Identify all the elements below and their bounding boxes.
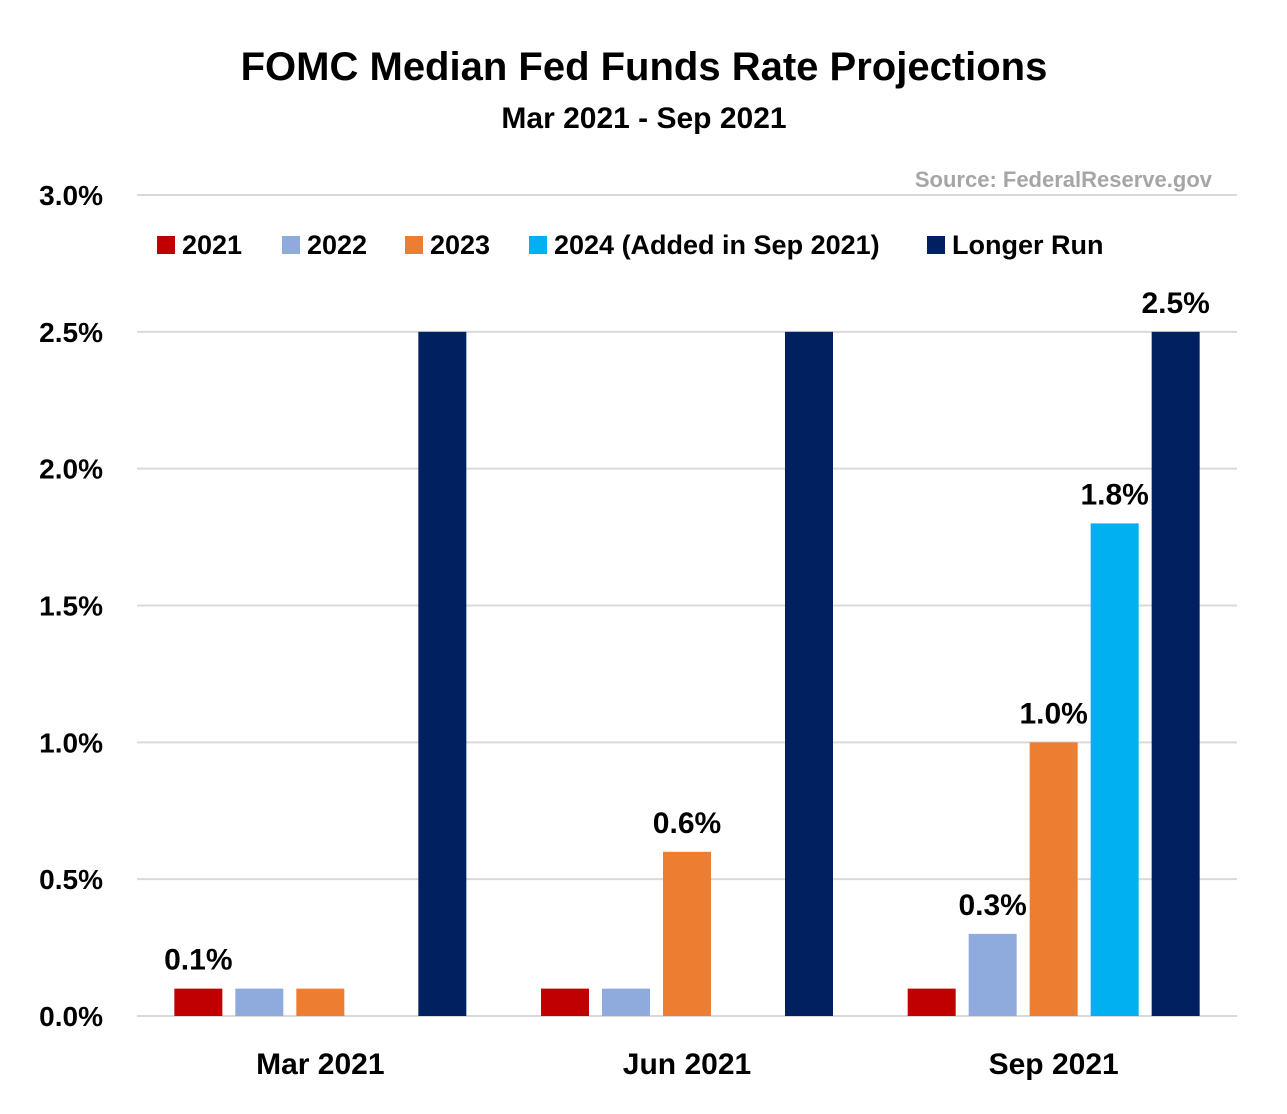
legend-label: 2023	[430, 230, 490, 260]
legend-label: 2022	[307, 230, 367, 260]
data-label: 0.3%	[958, 889, 1026, 922]
legend-label: 2024 (Added in Sep 2021)	[554, 230, 880, 260]
legend-label: 2021	[182, 230, 242, 260]
legend: 2021 2022 2023 2024 (Added in Sep 2021) Long…	[157, 230, 1103, 260]
legend-swatch	[157, 236, 175, 254]
data-label: 0.6%	[653, 807, 721, 840]
bar	[1090, 523, 1139, 1016]
data-label: 1.8%	[1080, 478, 1148, 511]
bars	[174, 331, 1200, 1016]
x-category-label: Sep 2021	[989, 1048, 1119, 1081]
legend-swatch	[405, 236, 423, 254]
source-note: Source: FederalReserve.gov	[915, 167, 1213, 192]
bar	[663, 851, 711, 1016]
bar	[907, 988, 956, 1016]
x-axis-categories: Mar 2021 Jun 2021 Sep 2021	[256, 1048, 1119, 1081]
bar	[296, 988, 345, 1016]
y-tick-label: 1.0%	[39, 727, 103, 758]
legend-swatch	[927, 236, 945, 254]
x-category-label: Mar 2021	[256, 1048, 384, 1081]
y-tick-label: 2.0%	[39, 454, 103, 485]
bar	[418, 331, 467, 1016]
y-tick-label: 0.0%	[39, 1001, 103, 1032]
y-tick-label: 0.5%	[39, 864, 103, 895]
data-label: 0.1%	[164, 944, 232, 977]
data-label: 2.5%	[1141, 287, 1209, 320]
legend-label: Longer Run	[952, 230, 1103, 260]
chart-title: FOMC Median Fed Funds Rate Projections	[241, 45, 1048, 89]
bar	[1151, 331, 1200, 1016]
bar	[968, 933, 1017, 1016]
y-tick-label: 2.5%	[39, 317, 103, 348]
bar	[1029, 742, 1078, 1016]
x-category-label: Jun 2021	[623, 1048, 751, 1081]
y-axis-ticks: 0.0% 0.5% 1.0% 1.5% 2.0% 2.5% 3.0%	[39, 180, 103, 1032]
bar	[541, 988, 589, 1016]
data-label: 1.0%	[1019, 697, 1087, 730]
bar	[235, 988, 284, 1016]
legend-swatch	[282, 236, 300, 254]
y-tick-label: 3.0%	[39, 180, 103, 211]
y-tick-label: 1.5%	[39, 591, 103, 622]
data-labels: 0.1% 0.6% 0.3% 1.0% 1.8% 2.5%	[164, 287, 1210, 977]
bar	[785, 331, 833, 1016]
legend-swatch	[529, 236, 547, 254]
gridlines	[137, 194, 1237, 1017]
chart-subtitle: Mar 2021 - Sep 2021	[501, 102, 786, 135]
bar	[602, 988, 650, 1016]
bar	[174, 988, 223, 1016]
